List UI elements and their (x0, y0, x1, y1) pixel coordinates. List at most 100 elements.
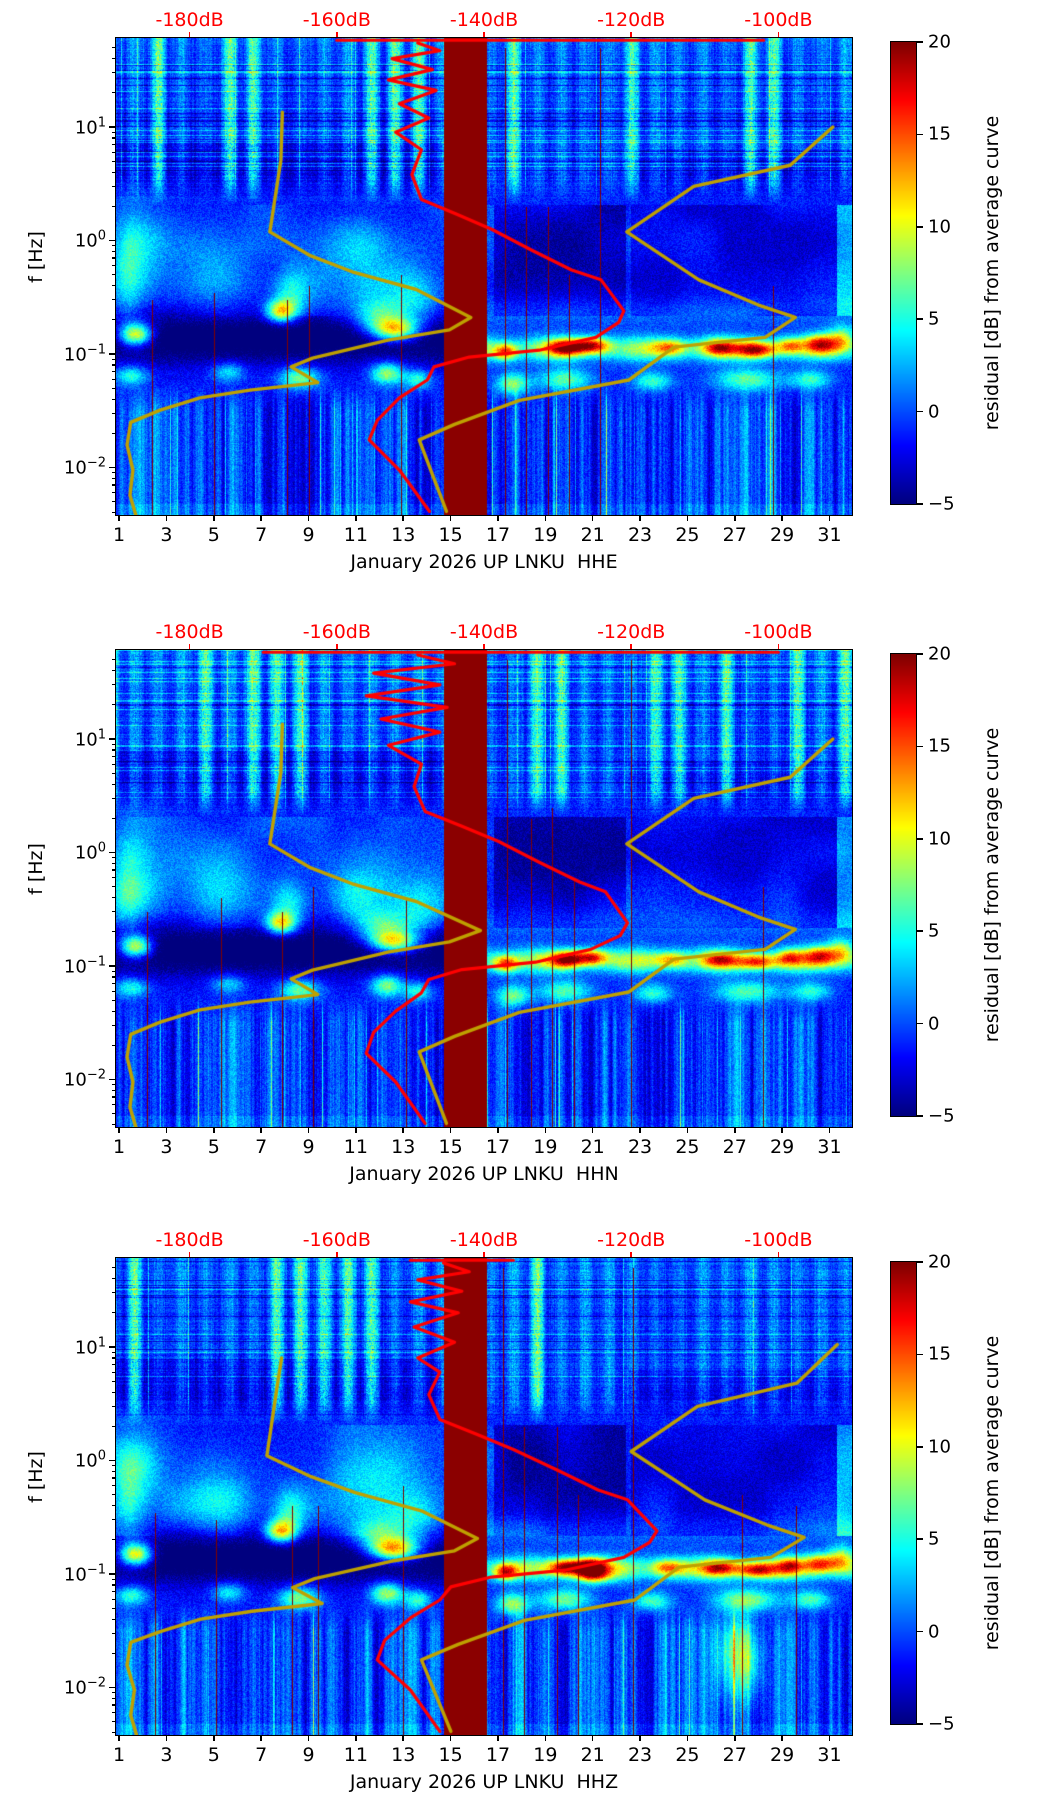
y-axis-minor-tick (112, 143, 116, 146)
colorbar-tick-label: 5 (928, 1528, 940, 1550)
y-axis-minor-tick (112, 492, 116, 494)
colorbar-tick (917, 1723, 923, 1725)
y-axis-minor-tick (112, 274, 116, 276)
y-axis-minor-tick (112, 398, 116, 400)
y-axis-minor-tick (112, 886, 116, 888)
y-axis-tick (109, 738, 116, 740)
y-axis-minor-tick (112, 1380, 116, 1382)
y-axis-tick-label: 101 (74, 727, 106, 751)
colorbar-tick (917, 838, 923, 840)
y-axis-minor-tick (112, 151, 116, 153)
y-axis-minor-tick (112, 797, 116, 799)
top-axis-tick-label: -180dB (155, 9, 224, 31)
y-axis-minor-tick (112, 1292, 116, 1294)
colorbar-tick-label: 15 (928, 123, 951, 145)
y-axis-minor-tick (112, 931, 116, 933)
colorbar-tick (917, 503, 923, 505)
y-axis-minor-tick (112, 1584, 116, 1586)
y-axis-tick-label: 100 (74, 840, 106, 864)
y-axis-tick (109, 1459, 116, 1462)
x-axis-tick-label: 1 (113, 1744, 126, 1766)
x-axis-label: January 2026 UP LNKU HHN (349, 1163, 619, 1185)
x-axis-tick (213, 516, 215, 521)
colorbar-label: residual [dB] from average curve (981, 1335, 1003, 1651)
top-axis-tick-label: -120dB (597, 9, 666, 31)
y-axis-tick (109, 1346, 116, 1348)
x-axis-tick (118, 516, 120, 521)
x-axis-tick (449, 1128, 452, 1133)
y-axis-minor-tick (112, 1732, 116, 1734)
x-axis-tick-label: 29 (770, 1744, 795, 1766)
x-axis-tick (260, 1128, 262, 1133)
colorbar-tick-label: 10 (928, 1436, 951, 1458)
psd-curves-canvas (116, 38, 852, 515)
x-axis-tick (781, 1736, 783, 1741)
colorbar-tick-label: 0 (928, 1013, 940, 1035)
y-axis-minor-tick (112, 869, 116, 871)
y-axis-minor-tick (112, 911, 116, 913)
y-axis-minor-tick (112, 47, 116, 49)
colorbar-tick (917, 1446, 923, 1448)
x-axis-tick (591, 1128, 594, 1133)
top-axis-tick (483, 1252, 485, 1257)
top-axis-tick (483, 644, 485, 649)
y-axis-minor-tick (112, 265, 116, 267)
y-axis-minor-tick (112, 704, 116, 706)
colorbar-label: residual [dB] from average curve (981, 727, 1003, 1043)
top-axis-tick-label: -140dB (449, 9, 519, 31)
x-axis-tick (165, 516, 168, 521)
y-axis-minor-tick (112, 1089, 116, 1092)
y-axis-minor-tick (112, 512, 116, 514)
y-axis-minor-tick (112, 319, 116, 321)
x-axis-tick (118, 1128, 120, 1133)
y-axis-tick (109, 1078, 116, 1081)
y-axis-minor-tick (112, 484, 116, 486)
y-axis-minor-tick (112, 370, 116, 373)
x-axis-tick (828, 1736, 831, 1741)
x-axis-tick-label: 21 (580, 1744, 605, 1766)
top-axis-tick (630, 32, 632, 37)
y-axis-tick-label: 100 (74, 1448, 106, 1472)
y-axis-minor-tick (112, 755, 116, 758)
y-axis-minor-tick (112, 92, 116, 94)
colorbar-gradient (891, 42, 916, 504)
x-axis-tick (828, 1128, 831, 1133)
y-axis-minor-tick (112, 171, 116, 173)
colorbar-gradient (891, 654, 916, 1116)
colorbar-tick-label: 5 (928, 308, 940, 330)
y-axis-minor-tick (112, 1652, 116, 1654)
x-axis-tick (544, 516, 547, 521)
top-axis-tick (483, 32, 485, 37)
y-axis-tick-label: 101 (74, 1335, 106, 1359)
top-axis-tick-label: -180dB (155, 1229, 224, 1251)
colorbar-tick (917, 1538, 923, 1540)
x-axis-tick-label: 25 (675, 1744, 700, 1766)
x-axis-tick (307, 516, 310, 521)
y-axis-minor-tick (112, 387, 116, 389)
plot-area (116, 38, 852, 515)
y-axis-minor-tick (112, 970, 116, 972)
y-axis-minor-tick (112, 877, 116, 879)
y-axis-tick (109, 466, 116, 469)
x-axis-tick (686, 1736, 689, 1741)
x-axis-tick (260, 516, 262, 521)
x-axis-tick (591, 1736, 594, 1741)
top-axis-tick (188, 32, 191, 37)
y-axis-minor-tick (112, 432, 116, 434)
colorbar-tick-label: 15 (928, 1343, 951, 1365)
x-axis-tick-label: 17 (485, 524, 511, 546)
x-axis-tick (734, 1736, 736, 1741)
plot-area (116, 650, 852, 1127)
y-axis-minor-tick (112, 160, 116, 162)
x-axis-tick (639, 1128, 641, 1133)
x-axis-tick-label: 21 (580, 524, 605, 546)
top-axis-tick-label: -120dB (597, 621, 666, 643)
x-axis-tick (639, 516, 641, 521)
x-axis-tick (213, 1128, 215, 1133)
plot-area (116, 1258, 852, 1735)
x-axis-tick (497, 1128, 499, 1133)
x-axis-tick-label: 11 (343, 1744, 368, 1766)
top-axis-tick (630, 1252, 632, 1257)
top-axis-tick-label: -140dB (449, 1229, 519, 1251)
colorbar-frame (890, 653, 917, 1117)
